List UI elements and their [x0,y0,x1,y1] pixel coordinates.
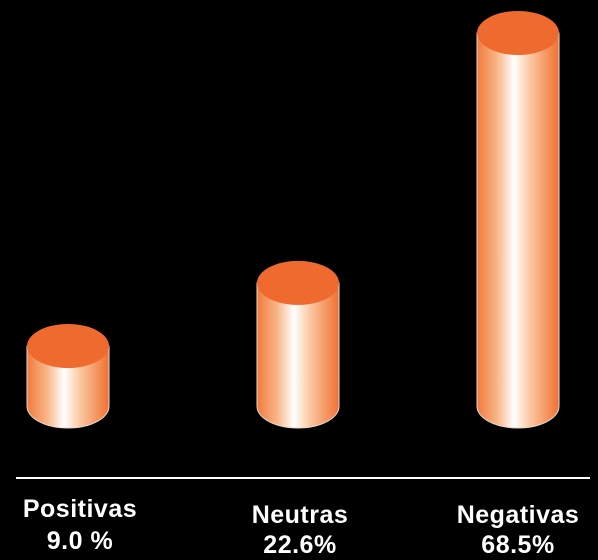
bars-group [26,11,560,429]
category-label: Neutras [251,501,349,529]
bar-body [476,32,560,429]
bar-positivas [26,324,110,429]
value-label: 68.5% [481,531,555,559]
bar-top [477,11,559,55]
value-label: 22.6% [263,531,337,559]
bar-top [257,260,339,305]
value-label: 9.0 % [46,527,114,555]
bar-body [26,345,110,429]
bar-top [27,324,109,368]
bar-body [256,282,340,429]
bar-neutras [256,260,340,429]
category-label: Negativas [456,501,580,529]
bar-negativas [476,11,560,429]
category-label: Positivas [22,495,138,523]
